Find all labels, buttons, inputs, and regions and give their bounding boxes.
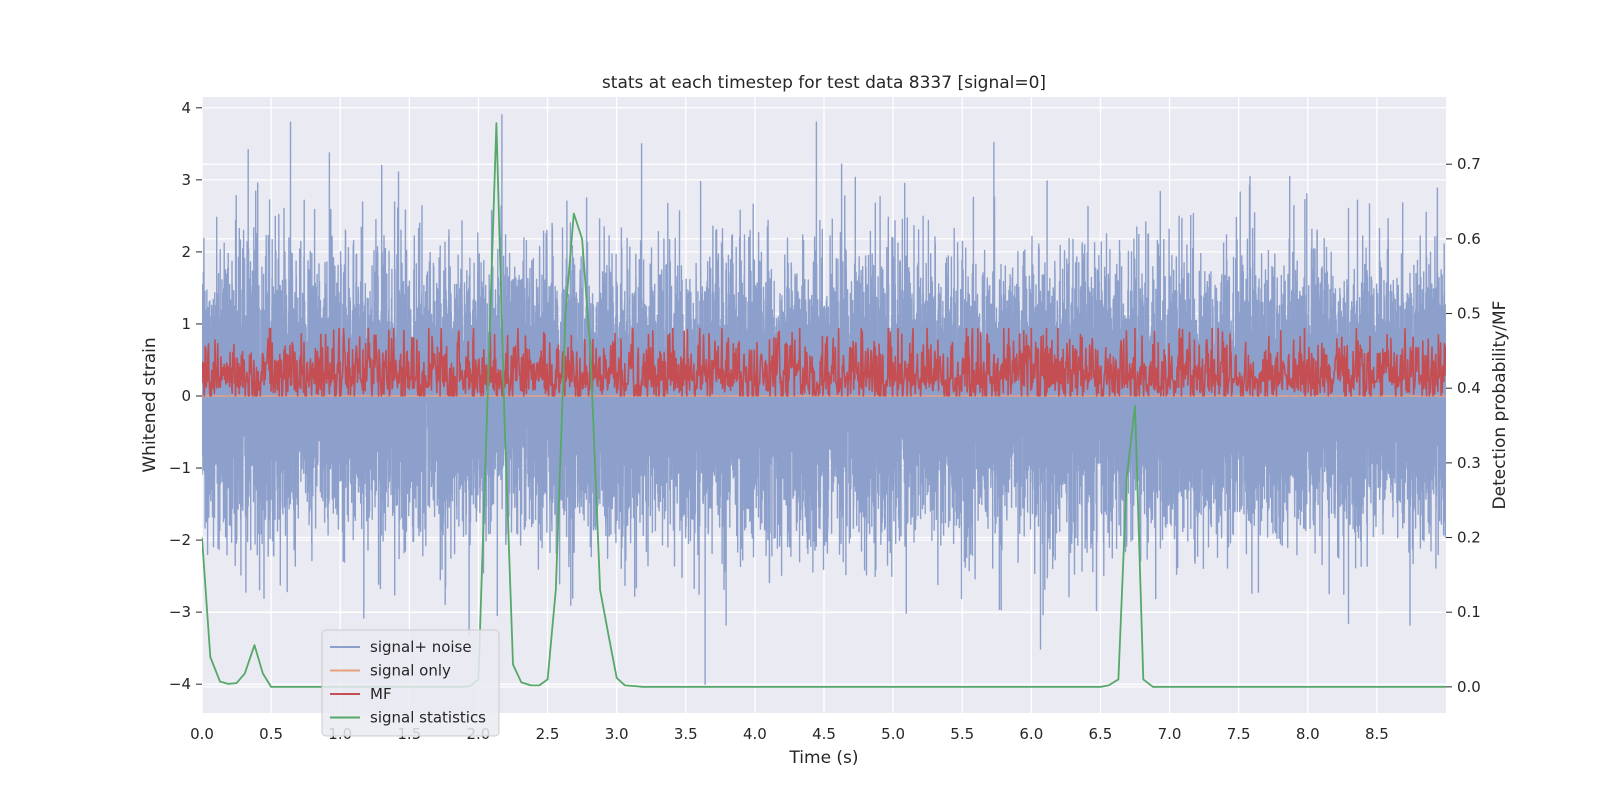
series-line-signal-statistics (202, 122, 1446, 688)
x-tick-label: 8.0 (1296, 725, 1320, 743)
y-tick-label: 3 (181, 171, 191, 189)
chart-title: stats at each timestep for test data 833… (602, 73, 1046, 93)
legend-entry: signal statistics (330, 709, 486, 727)
series-line-mf (202, 327, 1446, 397)
legend-label: signal only (370, 662, 451, 680)
series-line-signal-noise (202, 114, 1446, 685)
legend-label: MF (370, 685, 392, 703)
y2-tick-label: 0.0 (1457, 678, 1481, 696)
x-tick-label: 6.0 (1019, 725, 1043, 743)
legend-label: signal statistics (370, 709, 486, 727)
y2-tick-label: 0.7 (1457, 155, 1481, 173)
y2-tick-label: 0.5 (1457, 305, 1481, 323)
legend: signal+ noise signal only MF signal statist… (321, 629, 500, 737)
x-tick-label: 3.0 (605, 725, 629, 743)
y-tick-label: −3 (169, 603, 191, 621)
x-tick-label: 4.0 (743, 725, 767, 743)
x-tick-label: 3.5 (674, 725, 698, 743)
x-tick-label: 2.5 (536, 725, 560, 743)
legend-entry: signal+ noise (330, 638, 472, 656)
legend-box (321, 629, 500, 737)
x-tick-label: 8.5 (1365, 725, 1389, 743)
y-axis-label: Whitened strain (140, 337, 160, 472)
x-tick-label: 7.5 (1227, 725, 1251, 743)
legend-entry: MF (330, 685, 392, 703)
x-tick-label: 5.0 (881, 725, 905, 743)
y2-tick-label: 0.2 (1457, 529, 1481, 547)
x-tick-label: 4.5 (812, 725, 836, 743)
y-tick-label: 2 (181, 243, 191, 261)
y-tick-label: 0 (181, 387, 191, 405)
y2-tick-label: 0.4 (1457, 379, 1481, 397)
y-tick-label: −4 (169, 675, 191, 693)
y2-tick-label: 0.1 (1457, 603, 1481, 621)
legend-entry: signal only (330, 662, 451, 680)
y-tick-label: 4 (181, 99, 191, 117)
y2-tick-label: 0.6 (1457, 230, 1481, 248)
series-layer (202, 114, 1446, 688)
x-tick-label: 6.5 (1089, 725, 1113, 743)
x-axis-label: Time (s) (788, 748, 858, 768)
x-tick-label: 0.0 (190, 725, 214, 743)
x-tick-label: 7.0 (1158, 725, 1182, 743)
y-tick-label: 1 (181, 315, 191, 333)
y2-axis-label: Detection probability/MF (1490, 301, 1510, 510)
x-tick-label: 0.5 (259, 725, 283, 743)
x-tick-label: 5.5 (950, 725, 974, 743)
y-tick-label: −2 (169, 531, 191, 549)
legend-label: signal+ noise (370, 638, 472, 656)
y2-tick-label: 0.3 (1457, 454, 1481, 472)
y-tick-label: −1 (169, 459, 191, 477)
